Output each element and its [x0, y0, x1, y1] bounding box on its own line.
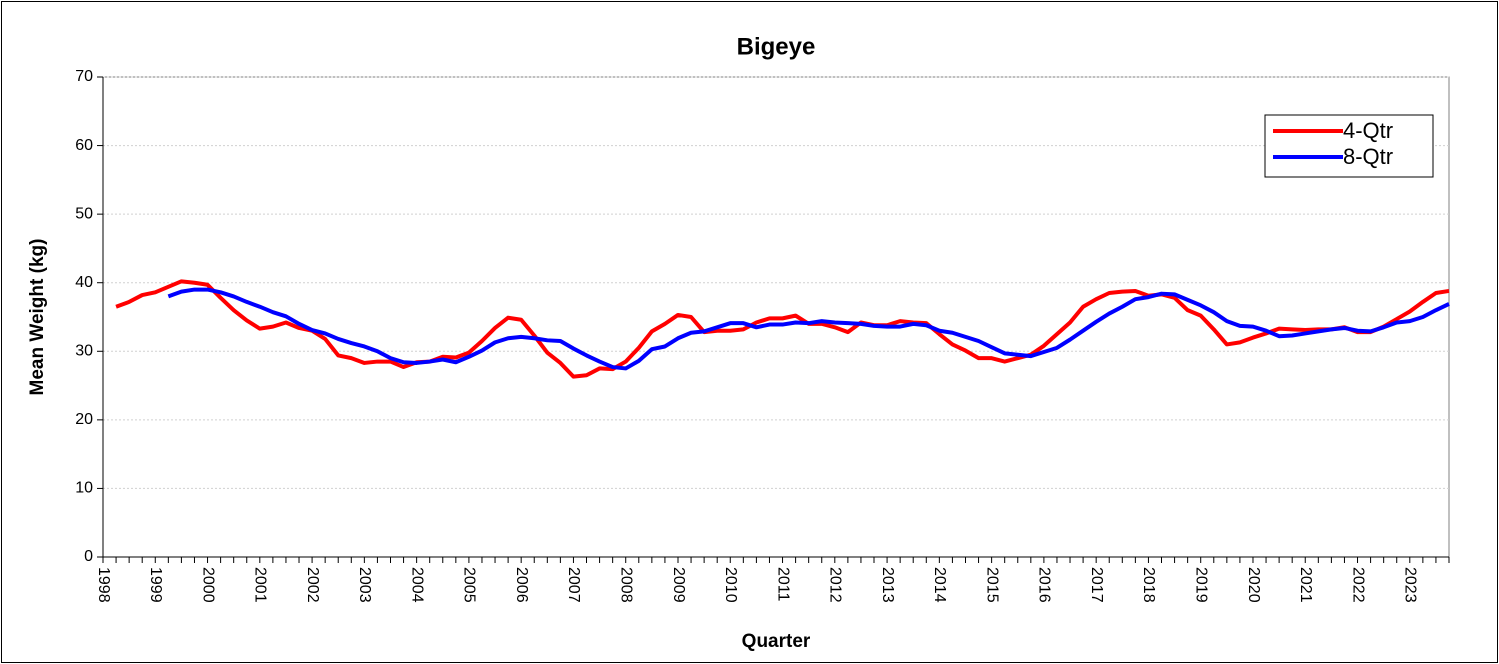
- x-tick-label: 2006: [513, 567, 530, 603]
- x-axis-label: Quarter: [742, 631, 811, 652]
- chart-title: Bigeye: [737, 33, 816, 60]
- x-tick-label: 2003: [356, 567, 373, 603]
- y-tick-label: 70: [75, 68, 93, 85]
- x-tick-label: 2007: [565, 567, 582, 603]
- x-tick-label: 2018: [1140, 567, 1157, 603]
- x-tick-label: 2015: [983, 567, 1000, 603]
- y-tick-label: 20: [75, 411, 93, 428]
- x-tick-label: 2009: [670, 567, 687, 603]
- x-tick-label: 2022: [1349, 567, 1366, 603]
- x-tick-label: 2016: [1036, 567, 1053, 603]
- y-axis-label: Mean Weight (kg): [27, 239, 48, 396]
- legend-label: 4-Qtr: [1343, 118, 1393, 143]
- legend-label: 8-Qtr: [1343, 144, 1393, 169]
- x-tick-label: 2019: [1192, 567, 1209, 603]
- y-tick-label: 10: [75, 480, 93, 497]
- x-tick-label: 1999: [147, 567, 164, 603]
- x-tick-label: 2020: [1245, 567, 1262, 603]
- x-tick-label: 1998: [95, 567, 112, 603]
- x-tick-label: 2013: [879, 567, 896, 603]
- x-tick-label: 2017: [1088, 567, 1105, 603]
- x-tick-label: 2000: [199, 567, 216, 603]
- y-tick-label: 50: [75, 205, 93, 222]
- data-line: [115, 279, 1450, 379]
- x-tick-label: 2023: [1402, 567, 1419, 603]
- x-tick-label: 2001: [252, 567, 269, 603]
- data-line: [167, 287, 1450, 371]
- x-tick-label: 2012: [827, 567, 844, 603]
- x-tick-label: 2004: [408, 567, 425, 603]
- y-tick-label: 30: [75, 343, 93, 360]
- x-tick-label: 2005: [461, 567, 478, 603]
- x-tick-label: 2021: [1297, 567, 1314, 603]
- legend-box: [1264, 114, 1434, 178]
- x-tick-label: 2011: [774, 567, 791, 602]
- x-tick-label: 2008: [617, 567, 634, 603]
- y-tick-label: 40: [75, 274, 93, 291]
- y-tick-label: 0: [84, 548, 93, 565]
- x-tick-label: 2014: [931, 567, 948, 603]
- y-tick-label: 60: [75, 137, 93, 154]
- x-tick-label: 2002: [304, 567, 321, 603]
- x-tick-label: 2010: [722, 567, 739, 603]
